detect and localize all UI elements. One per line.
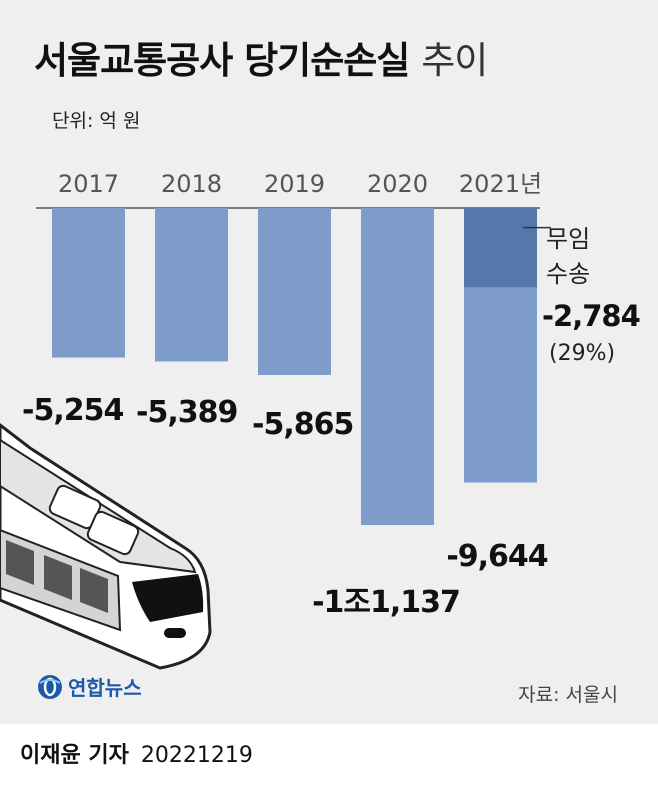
train-side-window-1 bbox=[6, 540, 34, 585]
train-side-window-2 bbox=[44, 555, 72, 600]
data-label-2: -5,389 bbox=[136, 395, 237, 430]
x-tick-label-4: 2020 bbox=[367, 170, 428, 198]
credit-date: 20221219 bbox=[140, 743, 253, 768]
annotation-value-label: -2,784 bbox=[542, 299, 640, 333]
bar-chart: 2017 -5,254 2018 -5,389 2019 -5,865 2020 -1조1,1… bbox=[0, 170, 641, 670]
annotation-label-line-1: 무임 bbox=[546, 225, 590, 253]
unit-label: 단위: 억 원 bbox=[52, 110, 141, 132]
reporter-name: 이재윤 기자 bbox=[20, 743, 129, 768]
bar-2 bbox=[155, 208, 228, 362]
source-text: 자료: 서울시 bbox=[518, 684, 618, 706]
data-label-1: -5,254 bbox=[22, 393, 123, 428]
bar-3 bbox=[258, 208, 331, 375]
x-tick-label-1: 2017 bbox=[58, 170, 119, 198]
x-tick-label-2: 2018 bbox=[161, 170, 222, 198]
train-front-window bbox=[132, 574, 204, 622]
bar-1 bbox=[52, 208, 125, 358]
annotation-label-line-2: 수송 bbox=[546, 260, 590, 288]
data-label-5: -9,644 bbox=[446, 539, 547, 574]
credit-line: 이재윤 기자 20221219 bbox=[20, 737, 253, 769]
train-side-window-3 bbox=[80, 568, 108, 613]
x-tick-label-5: 2021년 bbox=[459, 170, 542, 198]
yonhap-logo-text: 연합뉴스 bbox=[68, 676, 142, 700]
chart-title: 서울교통공사 당기순손실 추이 bbox=[34, 39, 488, 82]
subway-train-illustration bbox=[0, 423, 212, 670]
yonhap-logo-icon bbox=[38, 674, 62, 699]
yonhap-logo: 연합뉴스 bbox=[36, 672, 142, 701]
train-headlight bbox=[164, 628, 186, 638]
bar-highlight-free-ride bbox=[464, 208, 537, 288]
x-tick-label-3: 2019 bbox=[264, 170, 325, 198]
data-label-3: -5,865 bbox=[252, 407, 353, 442]
annotation-share-label: (29%) bbox=[549, 341, 615, 366]
roof-unit-2 bbox=[86, 510, 140, 556]
bar-4 bbox=[361, 208, 434, 525]
data-label-4: -1조1,137 bbox=[312, 585, 460, 620]
